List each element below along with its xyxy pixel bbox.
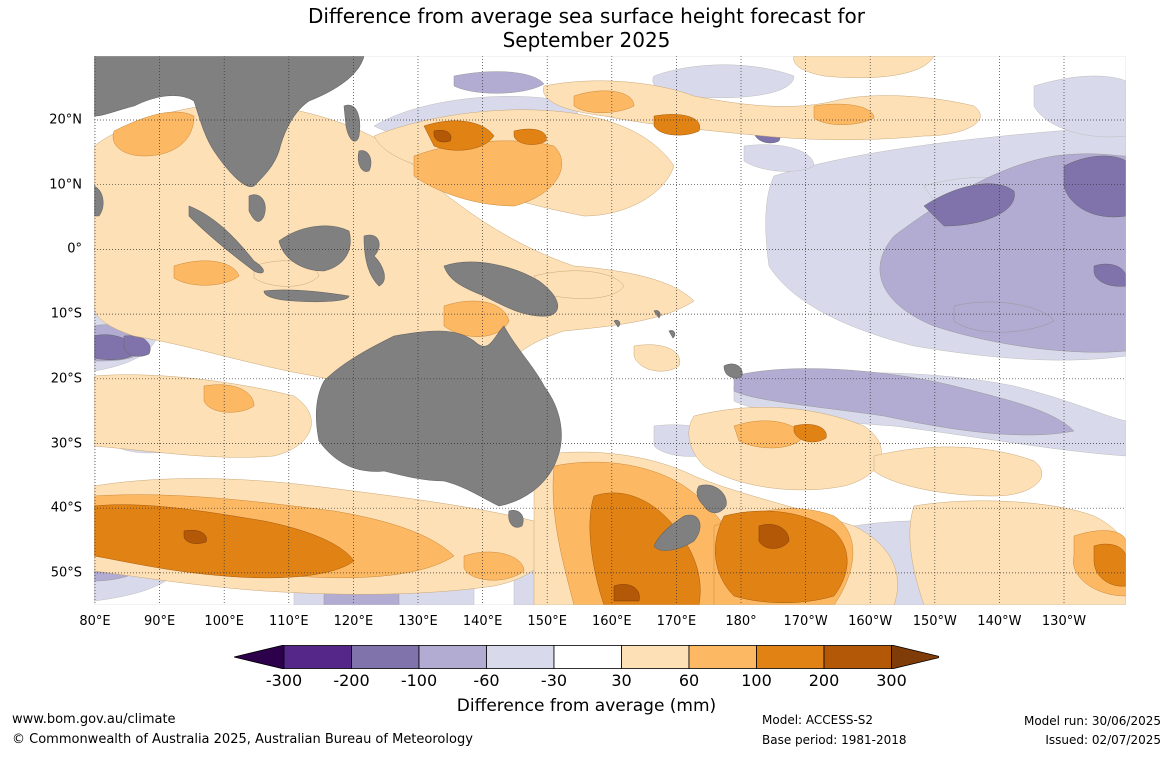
- new-guinea: [443, 261, 558, 317]
- sea-surface-height-map: [94, 56, 1126, 605]
- longitude-label: 110°E: [269, 614, 309, 629]
- borneo: [278, 225, 351, 272]
- footer-base-period: Base period: 1981-2018: [762, 733, 907, 747]
- mindanao: [357, 150, 372, 172]
- longitude-label: 80°E: [79, 614, 111, 629]
- longitude-label: 140°W: [977, 614, 1022, 629]
- australia: [315, 325, 562, 507]
- java: [263, 289, 350, 303]
- pacific-islands: [613, 310, 676, 339]
- longitude-label: 170°E: [656, 614, 697, 629]
- longitude-label: 120°E: [333, 614, 374, 629]
- footer-model: Model: ACCESS-S2: [762, 713, 874, 727]
- latitude-label: 20°S: [50, 371, 82, 387]
- colorbar-tick-label: 200: [808, 671, 840, 690]
- longitude-label: 100°E: [204, 614, 244, 629]
- new-zealand-north-island: [696, 484, 727, 514]
- colorbar-extend-high: [891, 645, 939, 669]
- colorbar-tick-label: -100: [400, 671, 438, 690]
- sulawesi: [363, 234, 385, 287]
- latitude-label: 0°: [67, 241, 82, 257]
- longitude-label: 140°E: [462, 614, 503, 629]
- map-title-line1: Difference from average sea surface heig…: [307, 4, 866, 28]
- colorbar-swatch: [418, 645, 487, 669]
- malay-peninsula: [248, 194, 266, 222]
- colorbar-label: Difference from average (mm): [456, 696, 717, 716]
- colorbar-swatch: [553, 645, 622, 669]
- colorbar-tick-label: 60: [678, 671, 700, 690]
- sri-lanka-coast: [94, 185, 104, 217]
- colorbar-swatch: [756, 645, 825, 669]
- longitude-label: 170°W: [783, 614, 828, 629]
- latitude-label: 10°N: [49, 177, 82, 193]
- latitude-label: 30°S: [50, 436, 82, 451]
- longitude-label: 150°W: [912, 614, 957, 629]
- longitude-label: 160°E: [592, 614, 632, 629]
- colorbar-tick-label: -300: [265, 671, 303, 690]
- colorbar-tick-label: 30: [611, 671, 632, 690]
- latitude-label: 40°S: [50, 500, 82, 516]
- footer-issued: Issued: 02/07/2025: [1045, 733, 1161, 747]
- colorbar-tick-label: 300: [876, 671, 907, 690]
- latitude-label: 50°S: [50, 565, 82, 581]
- longitude-label: 180°: [725, 614, 757, 629]
- graticule: [94, 56, 1126, 605]
- latitude-label: 20°N: [49, 112, 82, 128]
- map-title: Difference from average sea surface heig…: [0, 4, 1173, 52]
- new-zealand-south-island: [653, 514, 701, 551]
- map-title-line2: September 2025: [502, 28, 671, 52]
- latitude-label: 10°S: [50, 306, 82, 322]
- sumatra: [188, 205, 264, 274]
- anomaly-dark-orange: [94, 114, 1126, 605]
- footer-model-run: Model run: 30/06/2025: [1023, 714, 1161, 728]
- longitude-label: 130°E: [398, 614, 438, 629]
- footer-copyright: © Commonwealth of Australia 2025, Austra…: [12, 732, 473, 747]
- colorbar-tick-label: 100: [741, 671, 772, 690]
- footer-url: www.bom.gov.au/climate: [12, 712, 176, 727]
- longitude-label: 160°W: [848, 614, 893, 629]
- colorbar-swatch: [283, 645, 352, 669]
- new-caledonia: [723, 363, 743, 379]
- colorbar-swatch: [351, 645, 420, 669]
- anomaly-very-dark-orange: [183, 130, 790, 602]
- tasmania: [508, 510, 524, 528]
- colorbar-tick-label: -30: [540, 671, 568, 690]
- colorbar-swatch: [688, 645, 757, 669]
- asia-mainland: [94, 56, 365, 187]
- colorbar-tick-label: -200: [333, 671, 370, 690]
- land-masses: [94, 56, 743, 551]
- colorbar-swatch: [486, 645, 555, 669]
- longitude-label: 130°W: [1041, 614, 1087, 629]
- philippines: [343, 104, 361, 142]
- colorbar-tick-label: -60: [473, 671, 500, 690]
- longitude-label: 150°E: [527, 614, 567, 629]
- colorbar-extend-low: [234, 645, 285, 669]
- colorbar-swatch: [823, 645, 892, 669]
- colorbar: [234, 645, 939, 669]
- longitude-label: 90°E: [143, 614, 176, 629]
- colorbar-swatch: [621, 645, 690, 669]
